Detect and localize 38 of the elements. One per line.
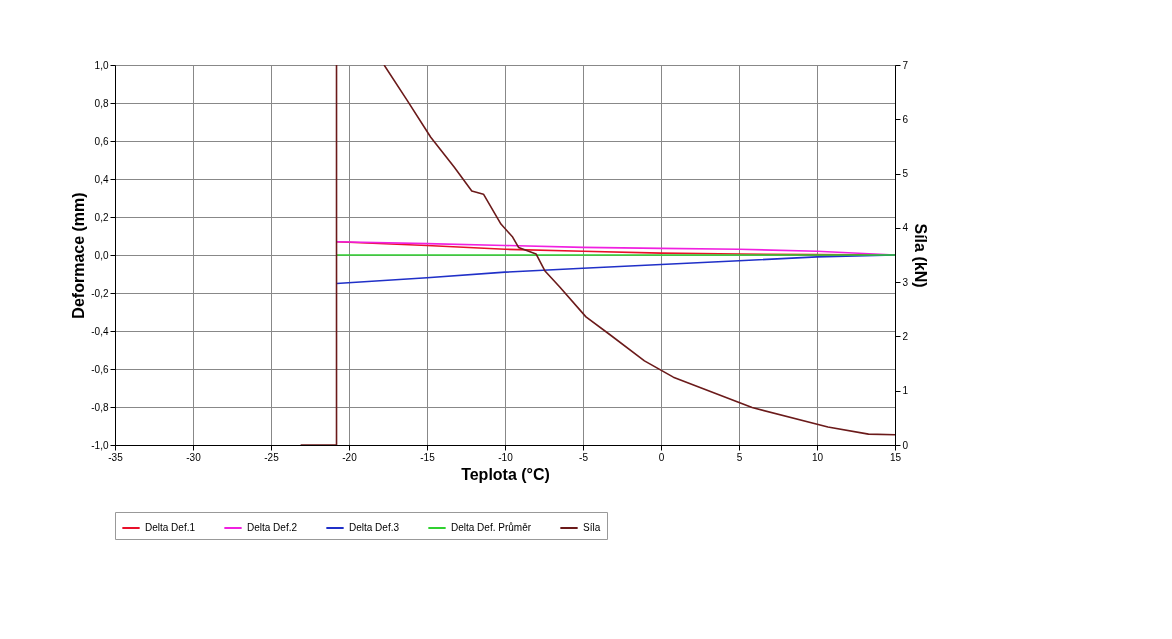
x-tick-label: -30	[186, 451, 202, 463]
x-tick-label: 15	[889, 451, 902, 463]
y2-tick-label: 2	[902, 330, 909, 342]
y2-tick-label: 6	[902, 113, 909, 125]
y-tick-label: -0,6	[91, 363, 109, 375]
x-tick-label: -15	[420, 451, 436, 463]
x-tick-label: -5	[579, 451, 589, 463]
y-axis-title: Deformace (mm)	[70, 192, 88, 319]
y2-tick-label: 1	[902, 385, 909, 397]
x-tick-label: 0	[658, 451, 665, 463]
y-tick-label: 0,0	[94, 249, 109, 261]
y-tick-label: -0,4	[91, 325, 109, 337]
y-tick-label: -1,0	[91, 439, 109, 451]
y-tick-label: 1,0	[94, 59, 109, 71]
y-tick-label: 0,2	[94, 211, 109, 223]
legend-label: Delta Def.2	[247, 522, 298, 533]
y2-tick-label: 4	[902, 222, 909, 234]
legend-label: Síla	[583, 522, 601, 533]
y2-tick-label: 5	[902, 168, 909, 180]
y-tick-label: 0,8	[94, 97, 109, 109]
y2-tick-label: 7	[902, 59, 909, 71]
x-tick-label: 10	[811, 451, 824, 463]
y2-tick-label: 0	[902, 439, 909, 451]
y-tick-label: -0,2	[91, 287, 109, 299]
legend-label: Delta Def.1	[145, 522, 196, 533]
x-tick-label: -35	[108, 451, 124, 463]
x-axis-title: Teplota (°C)	[461, 465, 550, 483]
y2-axis-title: Síla (kN)	[912, 223, 930, 288]
y2-tick-label: 3	[902, 276, 909, 288]
legend-label: Delta Def. Průměr	[451, 522, 532, 533]
y-tick-label: -0,8	[91, 401, 109, 413]
x-tick-label: -20	[342, 451, 358, 463]
y-tick-label: 0,4	[94, 173, 109, 185]
y-tick-label: 0,6	[94, 135, 109, 147]
x-tick-label: -10	[498, 451, 514, 463]
x-tick-label: -25	[264, 451, 280, 463]
legend-label: Delta Def.3	[349, 522, 400, 533]
x-tick-label: 5	[736, 451, 743, 463]
